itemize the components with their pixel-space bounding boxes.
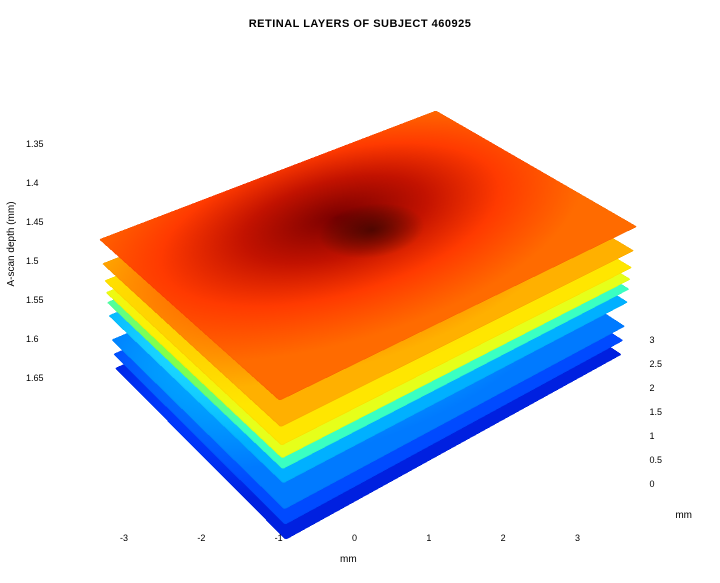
z-tick: 1.35 <box>26 140 44 149</box>
scene-3d <box>60 50 680 560</box>
x-tick: 1 <box>426 533 431 543</box>
z-axis-label: A-scan depth (mm) <box>6 201 17 286</box>
y-tick: 0.5 <box>649 455 662 465</box>
z-tick: 1.65 <box>26 374 44 383</box>
z-tick: 1.45 <box>26 218 44 227</box>
x-tick: 0 <box>352 533 357 543</box>
x-tick: 2 <box>501 533 506 543</box>
z-tick: 1.4 <box>26 179 44 188</box>
y-tick: 1 <box>649 431 662 441</box>
y-tick: 2 <box>649 383 662 393</box>
z-tick: 1.6 <box>26 335 44 344</box>
z-tick: 1.5 <box>26 257 44 266</box>
z-axis-ticks: 1.35 1.4 1.45 1.5 1.55 1.6 1.65 <box>26 140 44 413</box>
chart-title: RETINAL LAYERS OF SUBJECT 460925 <box>0 18 720 30</box>
x-tick: -2 <box>197 533 205 543</box>
y-tick: 0 <box>649 479 662 489</box>
x-tick: -1 <box>275 533 283 543</box>
z-tick: 1.55 <box>26 296 44 305</box>
x-tick: 3 <box>575 533 580 543</box>
retinal-layers-3d-chart: RETINAL LAYERS OF SUBJECT 460925 A-scan … <box>0 0 720 583</box>
y-axis-label: mm <box>675 510 692 521</box>
x-axis-ticks: -3 -2 -1 0 1 2 3 <box>120 533 580 543</box>
y-axis-ticks: 3 2.5 2 1.5 1 0.5 0 <box>649 321 662 503</box>
x-tick: -3 <box>120 533 128 543</box>
foveal-pit-shadow <box>298 193 445 272</box>
x-axis-label: mm <box>340 554 357 565</box>
y-tick: 3 <box>649 335 662 345</box>
y-tick: 1.5 <box>649 407 662 417</box>
y-tick: 2.5 <box>649 359 662 369</box>
